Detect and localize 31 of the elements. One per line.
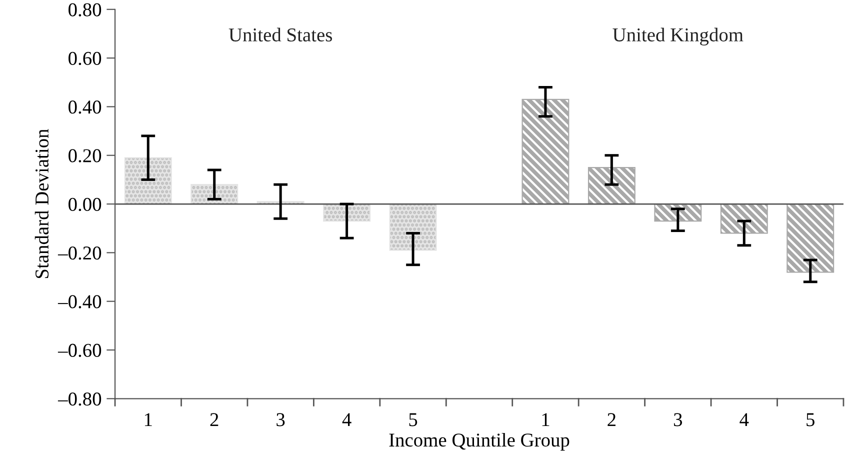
x-tick-label: 5 <box>409 413 418 426</box>
bar <box>124 157 172 205</box>
bar <box>190 184 238 205</box>
y-tick-label: 0.60 <box>68 52 102 66</box>
x-tick-label: 2 <box>608 413 616 426</box>
x-tick-label: 3 <box>276 413 285 426</box>
x-tick-label: 4 <box>740 413 749 426</box>
x-tick-label: 5 <box>806 413 814 426</box>
x-tick-label: 1 <box>542 413 550 426</box>
y-tick-label: –0.80 <box>58 392 102 406</box>
x-tick-label: 2 <box>210 413 218 426</box>
annotation: United States <box>228 28 332 42</box>
bar <box>786 203 834 273</box>
y-tick-label: –0.40 <box>58 295 102 308</box>
y-tick-label: 0.40 <box>68 100 102 114</box>
bar <box>654 203 702 222</box>
x-axis-title: Income Quintile Group <box>389 432 570 451</box>
x-tick-label: 3 <box>674 413 682 426</box>
y-tick-label: –0.60 <box>58 344 102 358</box>
bar <box>389 203 437 251</box>
y-tick-label: 0.80 <box>68 3 102 16</box>
y-axis-title: Standard Deviation <box>34 128 49 278</box>
y-tick-label: 0.20 <box>68 149 102 162</box>
x-tick-label: 1 <box>144 413 152 426</box>
x-tick-label: 4 <box>342 413 352 426</box>
y-tick-label: –0.20 <box>58 246 102 260</box>
bar <box>588 166 636 205</box>
bar <box>522 98 570 205</box>
annotation: United Kingdom <box>612 28 744 46</box>
y-tick-label: 0.00 <box>68 198 102 212</box>
bar <box>720 203 768 234</box>
